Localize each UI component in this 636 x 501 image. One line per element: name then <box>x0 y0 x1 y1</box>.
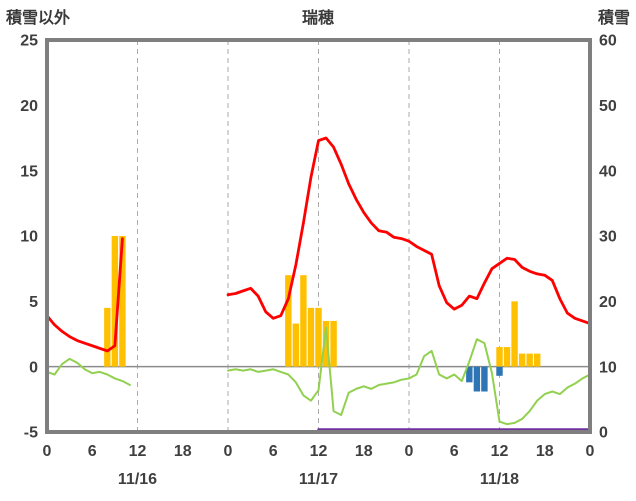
left-axis-tick: 20 <box>20 98 38 115</box>
series-blue-bars <box>466 366 503 392</box>
left-axis-tick: 15 <box>20 163 38 180</box>
yellow-bars-bar <box>104 307 111 367</box>
x-axis-tick: 18 <box>355 443 373 460</box>
date-label: 11/17 <box>299 471 338 488</box>
right-axis-tick: 10 <box>599 359 617 376</box>
blue-bars-bar <box>466 366 473 383</box>
yellow-bars-bar <box>330 320 337 367</box>
yellow-bars-bar <box>526 353 533 367</box>
chart-title: 瑞穂 <box>301 10 334 27</box>
date-label: 11/18 <box>480 471 519 488</box>
blue-bars-bar <box>496 366 503 376</box>
yellow-bars-bar <box>292 323 300 367</box>
yellow-bars-bar <box>111 236 119 367</box>
blue-bars-bar <box>481 366 488 392</box>
x-axis-tick: 6 <box>88 443 97 460</box>
series-red-line <box>45 136 592 353</box>
right-axis-tick: 40 <box>599 163 617 180</box>
plot-frame <box>45 38 592 434</box>
yellow-bars-bar <box>300 275 307 367</box>
x-axis-tick: 0 <box>405 443 414 460</box>
left-axis-tick: -5 <box>24 425 38 442</box>
right-axis-tick: 50 <box>599 98 617 115</box>
x-axis-tick: 12 <box>310 443 328 460</box>
x-axis-tick: 0 <box>224 443 233 460</box>
right-axis-tick: 20 <box>599 294 617 311</box>
left-axis-title: 積雪以外 <box>6 10 71 27</box>
yellow-bars-bar <box>511 301 518 367</box>
left-axis-tick: 25 <box>20 33 38 50</box>
left-axis-tick: 0 <box>29 359 38 376</box>
series-green-line <box>46 326 591 426</box>
x-axis-tick: 0 <box>43 443 52 460</box>
right-axis-tick: 60 <box>599 33 617 50</box>
yellow-bars-bar <box>518 353 526 367</box>
left-axis-tick: 5 <box>29 294 38 311</box>
yellow-bars-bar <box>285 275 292 367</box>
date-label: 11/16 <box>118 471 157 488</box>
gridlines <box>47 40 590 432</box>
yellow-bars-bar <box>119 236 126 367</box>
right-axis-title: 積雪 <box>597 10 630 27</box>
left-axis-tick: 10 <box>20 229 38 246</box>
yellow-bars-bar <box>322 320 330 367</box>
right-axis-tick: 0 <box>599 425 608 442</box>
x-axis-tick: 18 <box>536 443 554 460</box>
x-axis-tick: 12 <box>491 443 509 460</box>
blue-bars-bar <box>473 366 481 392</box>
yellow-bars-bar <box>315 307 322 367</box>
series-yellow-bars <box>104 236 541 367</box>
yellow-bars-bar <box>307 307 315 367</box>
yellow-bars-bar <box>503 347 511 367</box>
x-axis-tick: 12 <box>129 443 147 460</box>
yellow-bars-bar <box>534 353 541 367</box>
x-axis-tick: 6 <box>450 443 459 460</box>
right-axis-tick: 30 <box>599 229 617 246</box>
x-axis-tick: 0 <box>586 443 595 460</box>
x-axis-tick: 18 <box>174 443 192 460</box>
x-axis-tick: 6 <box>269 443 278 460</box>
yellow-bars-bar <box>496 347 503 367</box>
